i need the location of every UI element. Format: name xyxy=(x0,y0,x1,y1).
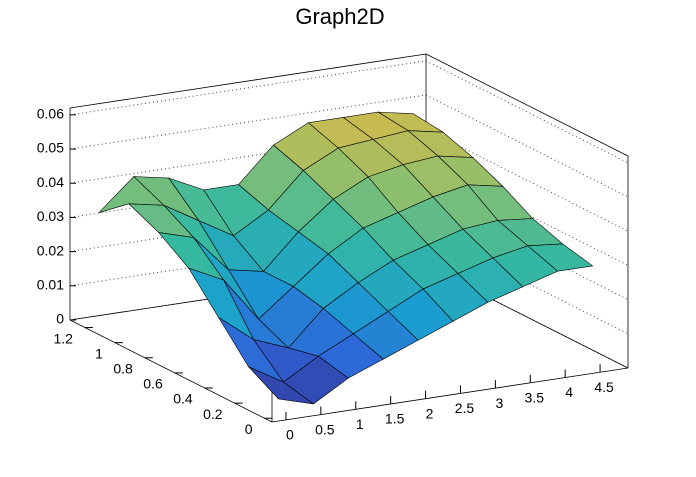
axis-box xyxy=(69,53,427,109)
x-tick-label: 0 xyxy=(286,427,294,443)
x-tick-label: 3 xyxy=(495,395,503,411)
z-tick-label: 0.02 xyxy=(37,242,64,258)
z-tick-label: 0.01 xyxy=(37,277,64,293)
chart-title: Graph2D xyxy=(295,4,384,29)
y-tick-label: 0.2 xyxy=(203,406,223,422)
grid-line xyxy=(425,94,629,198)
y-tick-label: 1.2 xyxy=(53,330,73,346)
x-tick-label: 1.5 xyxy=(385,411,405,427)
grid-line xyxy=(425,60,629,164)
grid-line xyxy=(425,197,629,301)
grid-line xyxy=(425,231,629,335)
y-tick-label: 0.8 xyxy=(113,360,133,376)
z-tick-label: 0.04 xyxy=(37,174,64,190)
grid-line xyxy=(425,162,629,266)
x-tick-label: 4 xyxy=(565,384,573,400)
axis-box xyxy=(271,367,629,423)
z-tick-label: 0.05 xyxy=(37,140,64,156)
axis-box xyxy=(425,53,629,157)
grid-line xyxy=(425,128,629,232)
axis-box xyxy=(69,319,273,423)
x-tick-label: 2 xyxy=(426,405,434,421)
grid-line xyxy=(69,60,427,116)
z-tick-label: 0.06 xyxy=(37,106,64,122)
x-tick-label: 0.5 xyxy=(315,421,335,437)
y-tick-label: 1 xyxy=(95,345,103,361)
x-tick-label: 3.5 xyxy=(525,390,545,406)
grid-line xyxy=(69,94,427,150)
x-tick-label: 4.5 xyxy=(594,379,614,395)
z-tick-label: 0 xyxy=(56,311,64,327)
x-tick-label: 1 xyxy=(356,416,364,432)
y-tick-label: 0 xyxy=(245,421,253,437)
x-tick-label: 2.5 xyxy=(455,400,475,416)
surface-cell xyxy=(248,366,314,405)
z-tick-label: 0.03 xyxy=(37,208,64,224)
y-tick-label: 0.4 xyxy=(173,391,193,407)
y-tick-label: 0.6 xyxy=(143,376,163,392)
